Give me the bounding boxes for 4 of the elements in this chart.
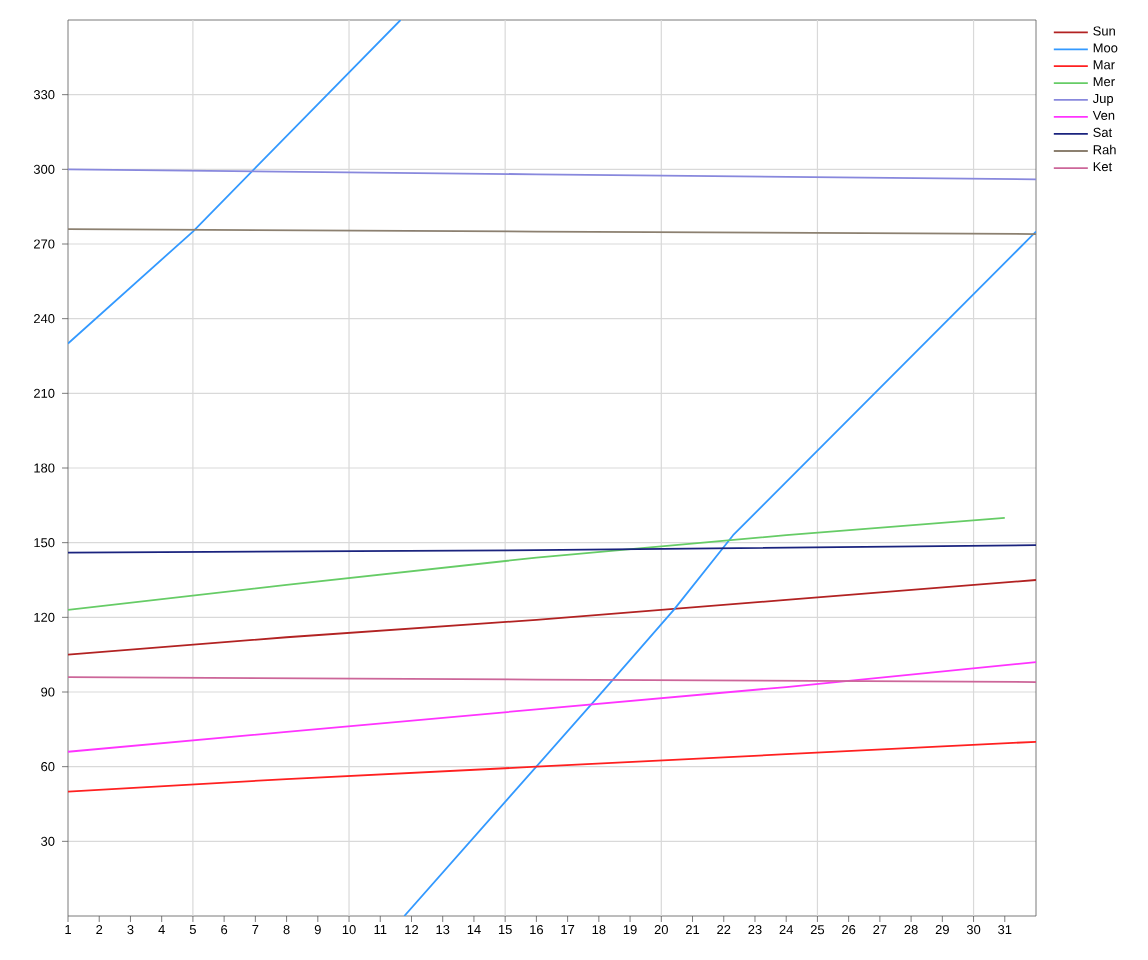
- line-series: [68, 516, 1006, 611]
- line-series: [68, 579, 1037, 656]
- line-series: [68, 661, 1037, 753]
- line-series: [68, 740, 1037, 793]
